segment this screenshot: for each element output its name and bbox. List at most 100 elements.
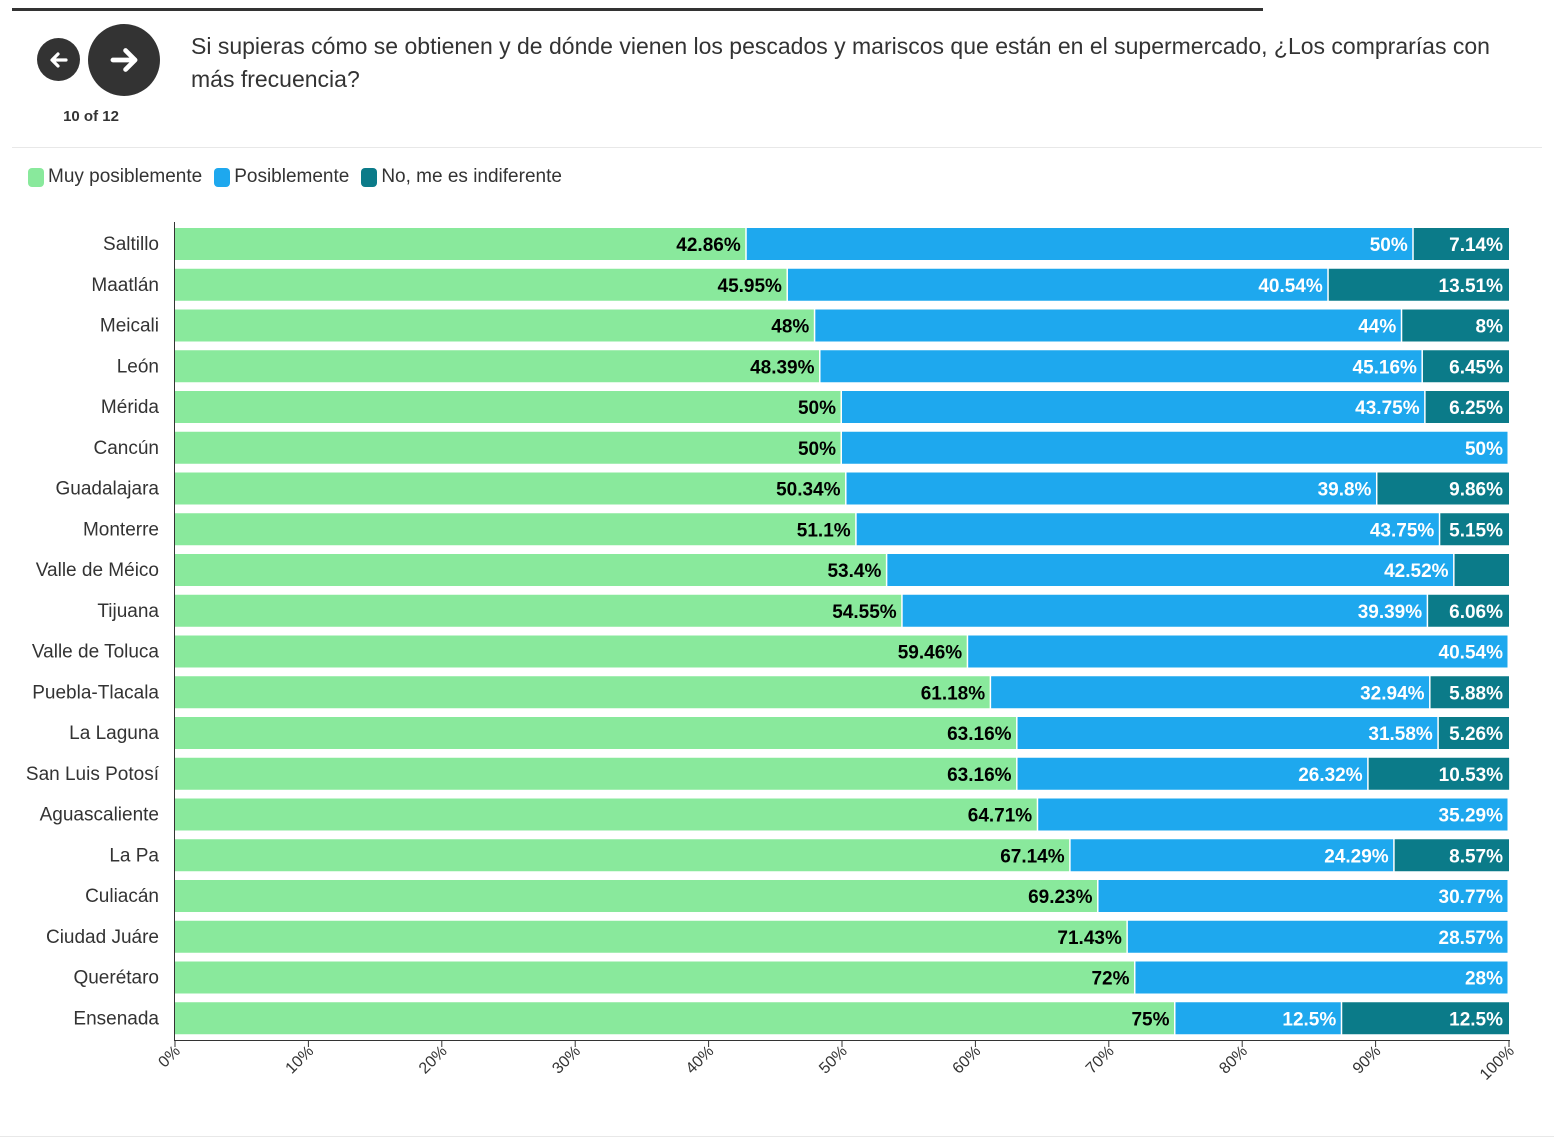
- bar-muy-aguascaliente[interactable]: [175, 798, 1037, 831]
- previous-button[interactable]: [37, 38, 80, 81]
- x-tick-label-1: 10%: [283, 1043, 318, 1078]
- bar-no-maatl-n[interactable]: [1328, 268, 1509, 301]
- data-label-muy-la-laguna: 63.16%: [947, 724, 1012, 745]
- data-label-posible-maatl-n: 40.54%: [1258, 276, 1323, 297]
- data-label-posible-saltillo: 50%: [1370, 235, 1408, 256]
- bar-posible-la-laguna[interactable]: [1017, 717, 1438, 749]
- category-label-quer-taro: Querétaro: [73, 968, 159, 989]
- bar-muy-maatl-n[interactable]: [175, 268, 787, 301]
- bar-posible-guadalajara[interactable]: [846, 472, 1376, 505]
- footer-divider: [0, 1136, 1554, 1137]
- bar-no-puebla-tlacala[interactable]: [1430, 676, 1509, 709]
- bar-muy-la-laguna[interactable]: [175, 717, 1017, 749]
- bar-posible-culiac-n[interactable]: [1098, 880, 1508, 912]
- data-label-posible-san-luis-potos-: 26.32%: [1298, 765, 1363, 786]
- data-label-muy-culiac-n: 69.23%: [1028, 887, 1093, 908]
- bar-posible-meicali[interactable]: [815, 309, 1401, 342]
- legend-label-no: No, me es indiferente: [381, 166, 562, 187]
- category-label-m-rida: Mérida: [101, 397, 160, 418]
- category-label-aguascaliente: Aguascaliente: [40, 805, 159, 826]
- bar-muy-canc-n[interactable]: [175, 431, 841, 464]
- category-label-ciudad-ju-re: Ciudad Juáre: [46, 927, 159, 948]
- chart-legend: Muy posiblemente Posiblemente No, me es …: [28, 166, 562, 188]
- bar-no-saltillo[interactable]: [1413, 228, 1509, 260]
- bar-no-valle-de-m-ico[interactable]: [1454, 554, 1509, 586]
- bar-posible-aguascaliente[interactable]: [1038, 798, 1508, 831]
- bar-posible-ensenada[interactable]: [1175, 1002, 1341, 1035]
- data-label-muy-quer-taro: 72%: [1091, 969, 1129, 990]
- bar-posible-la-pa[interactable]: [1070, 839, 1394, 872]
- bar-muy-quer-taro[interactable]: [175, 961, 1134, 994]
- category-label-guadalajara: Guadalajara: [55, 479, 159, 500]
- bar-no-la-pa[interactable]: [1394, 839, 1509, 872]
- data-label-posible-ciudad-ju-re: 28.57%: [1439, 928, 1504, 949]
- bar-no-m-rida[interactable]: [1425, 391, 1509, 423]
- x-tick-label-0: 0%: [155, 1043, 183, 1071]
- bar-muy-meicali[interactable]: [175, 309, 814, 342]
- bar-posible-m-rida[interactable]: [842, 391, 1425, 423]
- data-label-no-la-laguna: 5.26%: [1449, 724, 1503, 745]
- legend-item-muy-posiblemente[interactable]: Muy posiblemente: [28, 166, 202, 188]
- bar-no-monterre[interactable]: [1440, 513, 1509, 546]
- data-label-muy-canc-n: 50%: [798, 439, 836, 460]
- bar-muy-m-rida[interactable]: [175, 391, 841, 423]
- arrow-right-icon: [110, 48, 138, 72]
- bar-muy-guadalajara[interactable]: [175, 472, 846, 505]
- legend-label-posible: Posiblemente: [234, 166, 350, 187]
- bar-posible-saltillo[interactable]: [746, 228, 1413, 260]
- bar-no-guadalajara[interactable]: [1377, 472, 1509, 505]
- bar-muy-san-luis-potos-[interactable]: [175, 757, 1017, 790]
- header-divider: [12, 147, 1542, 148]
- bar-posible-san-luis-potos-[interactable]: [1017, 757, 1368, 790]
- bar-muy-valle-de-m-ico[interactable]: [175, 554, 886, 586]
- data-label-no-monterre: 5.15%: [1449, 520, 1503, 541]
- x-tick-label-4: 40%: [683, 1043, 718, 1078]
- category-label-monterre: Monterre: [83, 519, 159, 540]
- bar-muy-puebla-tlacala[interactable]: [175, 676, 990, 709]
- bar-no-tijuana[interactable]: [1428, 594, 1509, 627]
- bar-muy-tijuana[interactable]: [175, 594, 902, 627]
- bar-no-le-n[interactable]: [1422, 350, 1509, 383]
- x-tick-label-10: 100%: [1477, 1043, 1518, 1084]
- next-button[interactable]: [88, 24, 160, 96]
- bar-posible-valle-de-toluca[interactable]: [968, 635, 1508, 668]
- bar-no-ensenada[interactable]: [1342, 1002, 1509, 1035]
- bar-no-meicali[interactable]: [1402, 309, 1509, 342]
- data-label-no-saltillo: 7.14%: [1449, 235, 1503, 256]
- chart-title: Si supieras cómo se obtienen y de dónde …: [191, 33, 1490, 92]
- legend-item-indiferente[interactable]: No, me es indiferente: [361, 166, 562, 188]
- bar-muy-le-n[interactable]: [175, 350, 820, 383]
- x-tick-label-2: 20%: [416, 1043, 451, 1078]
- bar-posible-quer-taro[interactable]: [1135, 961, 1508, 994]
- data-label-posible-tijuana: 39.39%: [1358, 602, 1423, 623]
- x-tick-label-7: 70%: [1083, 1043, 1118, 1078]
- bar-posible-maatl-n[interactable]: [787, 268, 1328, 301]
- bar-no-la-laguna[interactable]: [1438, 717, 1509, 749]
- data-label-posible-le-n: 45.16%: [1353, 357, 1418, 378]
- bar-muy-ciudad-ju-re[interactable]: [175, 920, 1127, 953]
- bar-posible-valle-de-m-ico[interactable]: [887, 554, 1454, 586]
- legend-label-muy: Muy posiblemente: [48, 166, 203, 187]
- top-rule: [12, 8, 1263, 11]
- bar-no-san-luis-potos-[interactable]: [1368, 757, 1510, 790]
- bar-posible-canc-n[interactable]: [842, 431, 1508, 464]
- bar-posible-le-n[interactable]: [820, 350, 1422, 383]
- category-label-valle-de-toluca: Valle de Toluca: [32, 642, 160, 663]
- bar-posible-ciudad-ju-re[interactable]: [1127, 920, 1508, 953]
- bar-muy-saltillo[interactable]: [175, 228, 746, 260]
- data-label-no-la-pa: 8.57%: [1449, 846, 1503, 867]
- category-label-le-n: León: [117, 356, 159, 377]
- bar-muy-monterre[interactable]: [175, 513, 856, 546]
- data-label-muy-tijuana: 54.55%: [832, 602, 897, 623]
- bar-muy-la-pa[interactable]: [175, 839, 1070, 872]
- bar-muy-ensenada[interactable]: [175, 1002, 1174, 1035]
- bar-posible-tijuana[interactable]: [902, 594, 1427, 627]
- data-label-posible-guadalajara: 39.8%: [1318, 480, 1372, 501]
- x-tick-label-8: 80%: [1216, 1043, 1251, 1078]
- legend-item-posiblemente[interactable]: Posiblemente: [214, 166, 349, 188]
- bar-muy-valle-de-toluca[interactable]: [175, 635, 967, 668]
- bar-posible-puebla-tlacala[interactable]: [991, 676, 1430, 709]
- bar-muy-culiac-n[interactable]: [175, 880, 1098, 912]
- bar-posible-monterre[interactable]: [856, 513, 1439, 546]
- data-label-posible-monterre: 43.75%: [1370, 520, 1435, 541]
